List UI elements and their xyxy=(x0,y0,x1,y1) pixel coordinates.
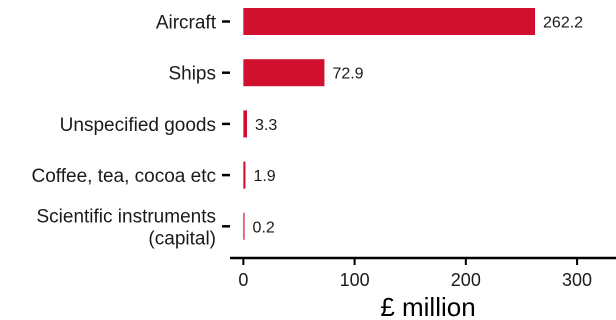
bar xyxy=(243,161,246,189)
value-label: 1.9 xyxy=(253,168,275,185)
bar xyxy=(243,212,245,240)
bar xyxy=(243,8,536,36)
bar xyxy=(243,110,248,138)
x-axis-title: £ million xyxy=(380,292,475,320)
x-axis-ticks: 0 100 200 300 xyxy=(238,258,592,290)
y-axis-ticks xyxy=(222,20,230,228)
value-label: 72.9 xyxy=(332,66,363,83)
x-tick-label: 0 xyxy=(238,270,248,290)
category-label: Aircraft xyxy=(156,13,217,34)
category-labels: Aircraft Ships Unspecified goods Coffee, te… xyxy=(32,13,217,250)
x-tick-label: 200 xyxy=(451,270,481,290)
value-label: 262.2 xyxy=(543,15,583,32)
x-tick-label: 100 xyxy=(340,270,370,290)
value-labels: 262.2 72.9 3.3 1.9 0.2 xyxy=(253,15,584,237)
category-label: Ships xyxy=(168,64,216,85)
x-tick-label: 300 xyxy=(562,270,592,290)
value-label: 0.2 xyxy=(253,219,275,236)
category-label: Unspecified goods xyxy=(60,115,216,136)
value-label: 3.3 xyxy=(255,117,277,134)
bars xyxy=(243,8,536,240)
category-label: Coffee, tea, cocoa etc xyxy=(32,166,217,187)
category-label: Scientific instruments (capital) xyxy=(36,206,216,249)
bar xyxy=(243,59,325,87)
